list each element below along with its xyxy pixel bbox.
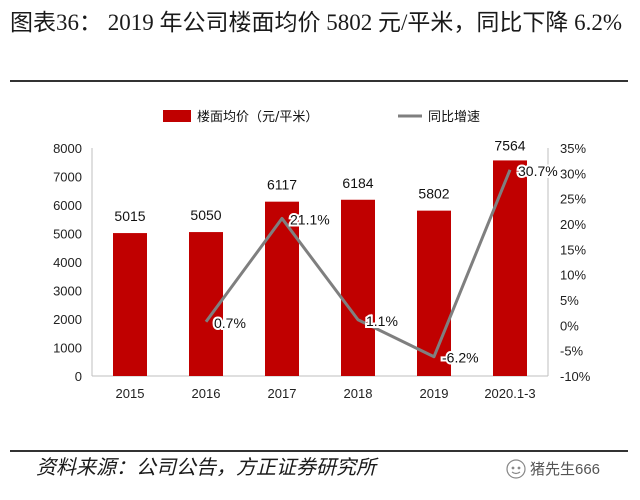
watermark: 猪先生666 (506, 458, 600, 479)
bar (341, 199, 375, 376)
x-tick-label: 2018 (344, 386, 373, 401)
chart: 楼面均价（元/平米） 同比增速 0 1000 2000 3000 4000 5000 6000 7… (53, 110, 591, 401)
y-left-tick-label: 2000 (53, 312, 82, 327)
bar-value-label: 6184 (342, 175, 373, 191)
y-right-tick-label: 0% (560, 318, 579, 333)
line-value-label: 1.1% (366, 313, 398, 329)
bar-value-label: 6117 (267, 177, 297, 193)
y-left-tick-label: 8000 (53, 141, 82, 156)
bar-value-label: 5015 (114, 208, 145, 224)
y-right-tick-label: 20% (560, 217, 586, 232)
bar (493, 160, 527, 376)
line-value-label: 0.7% (214, 315, 246, 331)
y-right-tick-label: 35% (560, 141, 586, 156)
bar (265, 201, 299, 376)
bar-value-label: 7564 (494, 137, 525, 153)
y-right-tick-label: 5% (560, 293, 579, 308)
top-rule (10, 80, 628, 82)
y-left-tick-label: 3000 (53, 284, 82, 299)
y-left-tick-label: 1000 (53, 341, 82, 356)
bar (417, 210, 451, 376)
legend-bar-label: 楼面均价（元/平米） (197, 110, 318, 125)
y-right-tick-label: 30% (560, 166, 586, 181)
y-left-tick-label: 0 (75, 369, 82, 384)
x-tick-label: 2020.1-3 (484, 386, 535, 401)
y-right-tick-label: 10% (560, 268, 586, 283)
line-value-label: 21.1% (290, 211, 330, 227)
bar-value-label: 5050 (190, 207, 221, 223)
x-tick-label: 2016 (192, 386, 221, 401)
line-value-label: 30.7% (518, 163, 558, 179)
bar (113, 233, 147, 376)
y-right-tick-label: -5% (560, 344, 584, 359)
legend-bar-swatch (163, 110, 191, 122)
legend-line-label: 同比增速 (428, 110, 480, 125)
source-note: 资料来源：公司公告，方正证券研究所 (36, 457, 376, 479)
y-left-tick-label: 5000 (53, 227, 82, 242)
growth-line (204, 169, 512, 359)
y-left-tick-label: 7000 (53, 170, 82, 185)
y-left-tick-label: 4000 (53, 255, 82, 270)
y-right-tick-label: 15% (560, 242, 586, 257)
wechat-icon (506, 458, 526, 479)
bottom-rule (10, 450, 628, 452)
x-tick-label: 2019 (420, 386, 449, 401)
y-left-tick-label: 6000 (53, 198, 82, 213)
x-tick-label: 2017 (268, 386, 297, 401)
watermark-text: 猪先生666 (530, 461, 601, 478)
chart-title: 图表36： 2019 年公司楼面均价 5802 元/平米，同比下降 6.2% (10, 10, 623, 35)
y-right-tick-label: -10% (560, 369, 591, 384)
line-value-label: -6.2% (442, 350, 479, 366)
x-tick-label: 2015 (116, 386, 145, 401)
bar-value-label: 5802 (418, 186, 449, 202)
y-right-tick-label: 25% (560, 192, 586, 207)
